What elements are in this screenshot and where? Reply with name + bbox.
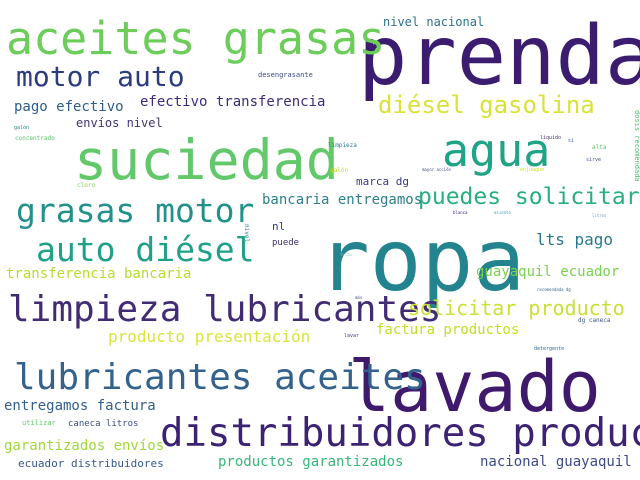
word: aceites grasas (6, 12, 386, 65)
word: líquido (540, 135, 562, 141)
word: envíos nivel (76, 116, 163, 130)
word: nl (272, 220, 286, 233)
word: guayaquil ecuador (476, 264, 620, 280)
word: motor auto (16, 60, 185, 93)
word: dg caneca (578, 317, 611, 324)
word: diésel gasolina (378, 91, 595, 119)
word: galón (14, 125, 30, 131)
word: pago efectivo (14, 99, 124, 115)
word: limpieza (328, 142, 357, 149)
word: sirve (586, 157, 602, 163)
word: nivel (243, 224, 250, 243)
word: factura productos (376, 322, 520, 338)
word: bancaria entregamos (262, 192, 423, 208)
word: blanca (453, 210, 468, 215)
word: alta (592, 144, 607, 151)
word: lts pago (536, 230, 614, 249)
word: ropa (318, 211, 526, 311)
word: lavar (344, 333, 360, 339)
word: puede (272, 238, 300, 248)
word: cloro (77, 182, 96, 189)
word: más (355, 295, 363, 300)
word: dosis recomendada (633, 110, 640, 182)
word: recomendada dg (537, 287, 571, 292)
word: garantizados envíos (4, 438, 165, 454)
word: telas (340, 252, 353, 257)
word: lavado (348, 346, 601, 428)
word: caneca litros (68, 419, 139, 429)
word: productos garantizados (218, 454, 404, 470)
word: litros (592, 213, 607, 218)
word: producto presentación (108, 327, 311, 346)
word: concentrado (15, 135, 55, 142)
word: mayor acción (422, 167, 451, 172)
word: marca dg (356, 175, 409, 188)
word: auto diésel (36, 230, 255, 269)
word: limpieza lubricantes (8, 289, 442, 330)
word: utilizar (22, 419, 56, 427)
word: ecuador distribuidores (18, 457, 164, 470)
word: galón (330, 167, 349, 174)
word: suciedad (74, 128, 339, 192)
word: efectivo transferencia (140, 94, 326, 110)
word: nacional guayaquil (480, 454, 632, 470)
word: desengrasante (258, 71, 313, 79)
word: asiento (494, 210, 511, 215)
word: puedes solicitar (418, 184, 640, 210)
word: detergente (534, 346, 565, 352)
word: transferencia bancaria (6, 266, 192, 282)
word: si (568, 138, 575, 144)
word: grasas motor (16, 191, 255, 230)
word: agua (442, 124, 551, 177)
word: nivel nacional (383, 15, 485, 29)
word: entregamos factura (4, 398, 156, 414)
word: lubricantes aceites (14, 357, 426, 398)
word: solicitar producto (408, 296, 625, 320)
word: distribuidores productos (160, 411, 640, 456)
word: prendas (358, 9, 640, 104)
word: enjuague (520, 167, 545, 173)
